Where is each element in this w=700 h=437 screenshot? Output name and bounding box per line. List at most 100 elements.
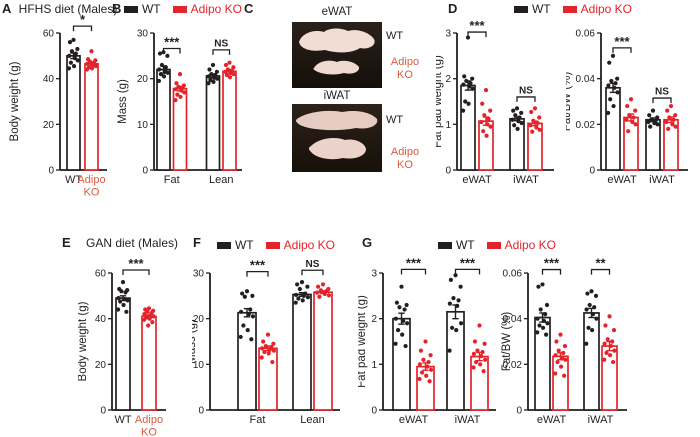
svg-text:iWAT: iWAT — [649, 174, 675, 186]
svg-text:Lean: Lean — [300, 414, 324, 426]
svg-text:eWAT: eWAT — [537, 414, 567, 426]
svg-text:0: 0 — [142, 166, 148, 177]
legend-item-ko: Adipo KO — [265, 238, 336, 252]
svg-text:3: 3 — [445, 29, 451, 40]
wt-legend-label: WT — [531, 2, 551, 16]
legend-item-ko: Adipo KO — [172, 2, 242, 16]
panel-label-g: G — [362, 235, 373, 250]
legend-item-ko: Adipo KO — [562, 2, 632, 16]
legend-panel-g: WT Adipo KO — [427, 238, 567, 252]
ko-legend-swatch — [265, 241, 280, 249]
svg-text:***: *** — [544, 256, 560, 271]
ko-legend-label: Adipo KO — [283, 238, 336, 252]
panel-label-a: A — [2, 1, 12, 16]
wt-legend-label: WT — [234, 238, 254, 252]
svg-text:iWAT: iWAT — [455, 414, 481, 426]
svg-text:20: 20 — [193, 314, 205, 325]
svg-text:KO: KO — [141, 427, 157, 437]
wt-legend-swatch — [513, 5, 528, 13]
svg-text:iWAT: iWAT — [588, 414, 614, 426]
panel-label-e: E — [62, 235, 72, 250]
svg-text:3: 3 — [371, 269, 377, 280]
wt-legend-swatch — [123, 5, 138, 13]
svg-text:20: 20 — [137, 74, 149, 85]
chart-fat-pad-weight-hfhs: 0 1 2 3 Fat pad weight (g) eWAT iWAT *** NS — [436, 18, 554, 186]
svg-text:***: *** — [164, 35, 180, 50]
svg-text:Body weight (g): Body weight (g) — [9, 61, 21, 141]
svg-text:Fat/BW (%): Fat/BW (%) — [566, 72, 573, 132]
svg-text:***: *** — [460, 255, 476, 270]
svg-text:0: 0 — [445, 166, 451, 177]
svg-text:0.02: 0.02 — [576, 120, 596, 131]
svg-text:eWAT: eWAT — [399, 414, 429, 426]
svg-text:Adipo: Adipo — [135, 414, 163, 426]
wt-legend-swatch — [216, 241, 231, 249]
panel-label-d: D — [448, 1, 458, 16]
legend-item-wt: WT — [123, 2, 161, 16]
legend-panel-f: WT Adipo KO — [206, 238, 346, 252]
svg-text:Mass (g): Mass (g) — [117, 79, 129, 124]
panel-label-b: B — [112, 1, 122, 16]
svg-text:0: 0 — [371, 406, 377, 417]
legend-item-ko: Adipo KO — [486, 238, 556, 252]
svg-text:20: 20 — [43, 120, 55, 131]
svg-text:***: *** — [406, 255, 422, 270]
svg-text:60: 60 — [43, 29, 55, 40]
panel-label-c: C — [244, 1, 254, 16]
svg-text:20: 20 — [95, 360, 107, 371]
svg-text:30: 30 — [137, 29, 149, 40]
ewat-ko-fat-pad — [313, 60, 360, 75]
wt-legend-swatch — [437, 241, 452, 249]
svg-text:0: 0 — [198, 406, 204, 417]
ko-legend-swatch — [486, 241, 501, 249]
svg-text:0: 0 — [100, 406, 106, 417]
svg-text:eWAT: eWAT — [462, 174, 492, 186]
svg-text:0: 0 — [589, 166, 595, 177]
svg-text:KO: KO — [84, 187, 100, 199]
svg-text:0.06: 0.06 — [576, 29, 596, 40]
svg-text:NS: NS — [214, 38, 228, 49]
panel-e-title: GAN diet (Males) — [85, 236, 179, 250]
svg-text:Body weight (g): Body weight (g) — [78, 301, 89, 381]
svg-text:1: 1 — [445, 120, 451, 131]
ewat-photo — [292, 22, 382, 88]
svg-text:NS: NS — [655, 87, 669, 98]
svg-text:Fat pad weight (g): Fat pad weight (g) — [436, 55, 444, 148]
wt-legend-label: WT — [455, 238, 475, 252]
chart-fat-bw-ratio-hfhs: 0 0.02 0.04 0.06 Fat/BW (%) eWAT iWAT *** NS — [566, 29, 688, 186]
svg-text:***: *** — [469, 18, 485, 33]
legend-panel-d: WT Adipo KO — [498, 2, 648, 16]
svg-text:**: ** — [595, 256, 606, 271]
panel-label-f: F — [193, 235, 202, 250]
svg-text:Mass (g): Mass (g) — [192, 319, 198, 364]
svg-text:60: 60 — [95, 269, 107, 280]
svg-text:Lean: Lean — [209, 174, 233, 186]
svg-text:10: 10 — [193, 360, 205, 371]
chart-fat-pad-weight-gan: 0 1 2 3 Fat pad weight (g) eWAT iWAT *** *** — [358, 255, 496, 426]
svg-text:0: 0 — [48, 166, 54, 177]
svg-text:0.02: 0.02 — [503, 360, 523, 371]
iwat-wt-fat-pad — [296, 110, 378, 131]
svg-text:*: * — [80, 12, 86, 27]
svg-text:Fat/BW (%): Fat/BW (%) — [501, 312, 513, 372]
svg-text:30: 30 — [193, 269, 205, 280]
iwat-photo-title: iWAT — [323, 90, 351, 102]
iwat-ko-fat-pad — [308, 138, 366, 160]
iwat-ko-label: Adipo KO — [390, 146, 420, 171]
svg-text:***: *** — [614, 34, 630, 49]
svg-text:***: *** — [128, 256, 144, 271]
svg-text:WT: WT — [114, 414, 131, 426]
svg-text:Fat: Fat — [164, 174, 180, 186]
ewat-ko-label: Adipo KO — [390, 56, 420, 81]
svg-text:2: 2 — [371, 314, 377, 325]
ko-legend-swatch — [562, 5, 577, 13]
legend-panel-b: WT Adipo KO — [123, 2, 242, 16]
ewat-wt-label: WT — [386, 30, 404, 42]
svg-text:NS: NS — [306, 259, 320, 270]
svg-text:iWAT: iWAT — [513, 174, 539, 186]
svg-text:Fat: Fat — [250, 414, 266, 426]
